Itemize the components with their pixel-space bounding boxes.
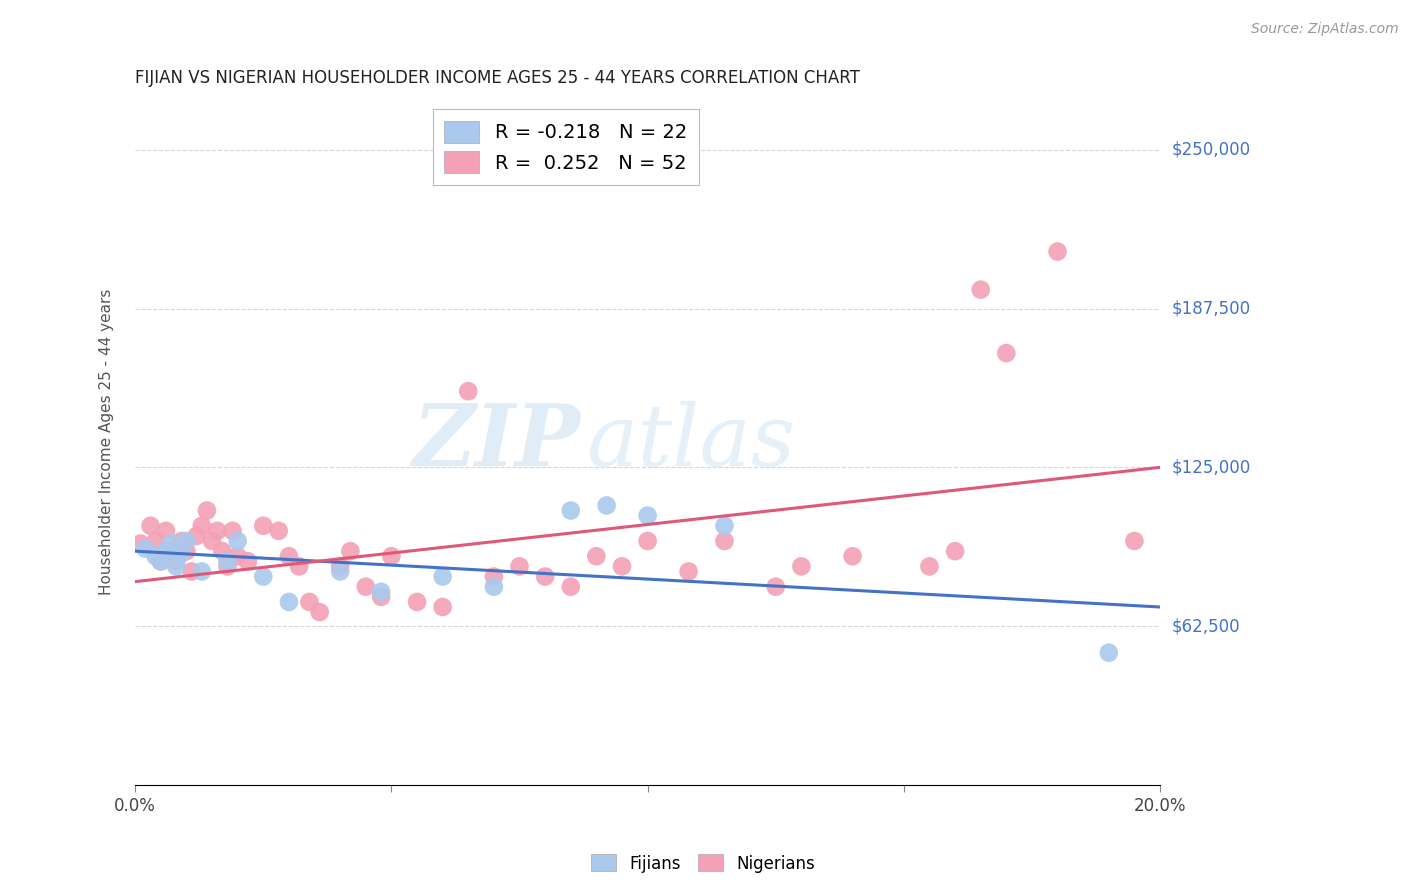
Point: [765, 580, 787, 594]
Point: [329, 559, 352, 574]
Point: [160, 536, 183, 550]
Point: [298, 595, 321, 609]
Point: [195, 503, 218, 517]
Point: [457, 384, 479, 399]
Point: [970, 283, 993, 297]
Point: [713, 518, 735, 533]
Text: atlas: atlas: [586, 401, 796, 483]
Point: [205, 524, 228, 538]
Point: [354, 580, 377, 594]
Point: [678, 565, 700, 579]
Point: [508, 559, 530, 574]
Point: [560, 580, 582, 594]
Point: [170, 533, 193, 548]
Point: [134, 541, 156, 556]
Point: [160, 544, 183, 558]
Legend: R = -0.218   N = 22, R =  0.252   N = 52: R = -0.218 N = 22, R = 0.252 N = 52: [433, 109, 699, 185]
Point: [790, 559, 813, 574]
Point: [585, 549, 607, 564]
Text: FIJIAN VS NIGERIAN HOUSEHOLDER INCOME AGES 25 - 44 YEARS CORRELATION CHART: FIJIAN VS NIGERIAN HOUSEHOLDER INCOME AG…: [135, 69, 860, 87]
Point: [252, 569, 274, 583]
Point: [610, 559, 633, 574]
Text: ZIP: ZIP: [413, 401, 581, 483]
Point: [277, 595, 299, 609]
Point: [918, 559, 941, 574]
Point: [176, 544, 198, 558]
Text: $62,500: $62,500: [1171, 617, 1240, 635]
Point: [226, 549, 249, 564]
Point: [943, 544, 966, 558]
Point: [1046, 244, 1069, 259]
Point: [432, 600, 454, 615]
Text: $125,000: $125,000: [1171, 458, 1250, 476]
Point: [534, 569, 557, 583]
Point: [221, 524, 243, 538]
Point: [180, 565, 202, 579]
Point: [252, 518, 274, 533]
Point: [149, 554, 172, 568]
Point: [288, 559, 311, 574]
Point: [482, 580, 505, 594]
Point: [380, 549, 402, 564]
Point: [595, 499, 617, 513]
Point: [211, 544, 233, 558]
Point: [165, 559, 187, 574]
Point: [482, 569, 505, 583]
Point: [1123, 533, 1146, 548]
Point: [191, 518, 214, 533]
Point: [995, 346, 1018, 360]
Point: [370, 590, 392, 604]
Point: [145, 549, 167, 564]
Point: [370, 584, 392, 599]
Point: [226, 533, 249, 548]
Point: [176, 533, 198, 548]
Point: [155, 524, 177, 538]
Text: Source: ZipAtlas.com: Source: ZipAtlas.com: [1251, 22, 1399, 37]
Point: [236, 554, 259, 568]
Point: [217, 559, 239, 574]
Point: [406, 595, 429, 609]
Point: [308, 605, 330, 619]
Text: $187,500: $187,500: [1171, 300, 1250, 318]
Point: [170, 547, 193, 561]
Point: [267, 524, 290, 538]
Point: [165, 554, 187, 568]
Point: [560, 503, 582, 517]
Point: [637, 508, 659, 523]
Y-axis label: Householder Income Ages 25 - 44 years: Householder Income Ages 25 - 44 years: [100, 289, 114, 595]
Legend: Fijians, Nigerians: Fijians, Nigerians: [585, 847, 821, 880]
Point: [339, 544, 361, 558]
Point: [129, 536, 152, 550]
Point: [149, 554, 172, 568]
Point: [139, 518, 162, 533]
Point: [329, 565, 352, 579]
Point: [217, 554, 239, 568]
Point: [432, 569, 454, 583]
Point: [637, 533, 659, 548]
Point: [277, 549, 299, 564]
Point: [1098, 646, 1121, 660]
Point: [713, 533, 735, 548]
Point: [201, 533, 224, 548]
Text: $250,000: $250,000: [1171, 141, 1250, 159]
Point: [186, 529, 208, 543]
Point: [155, 544, 177, 558]
Point: [145, 533, 167, 548]
Point: [191, 565, 214, 579]
Point: [841, 549, 863, 564]
